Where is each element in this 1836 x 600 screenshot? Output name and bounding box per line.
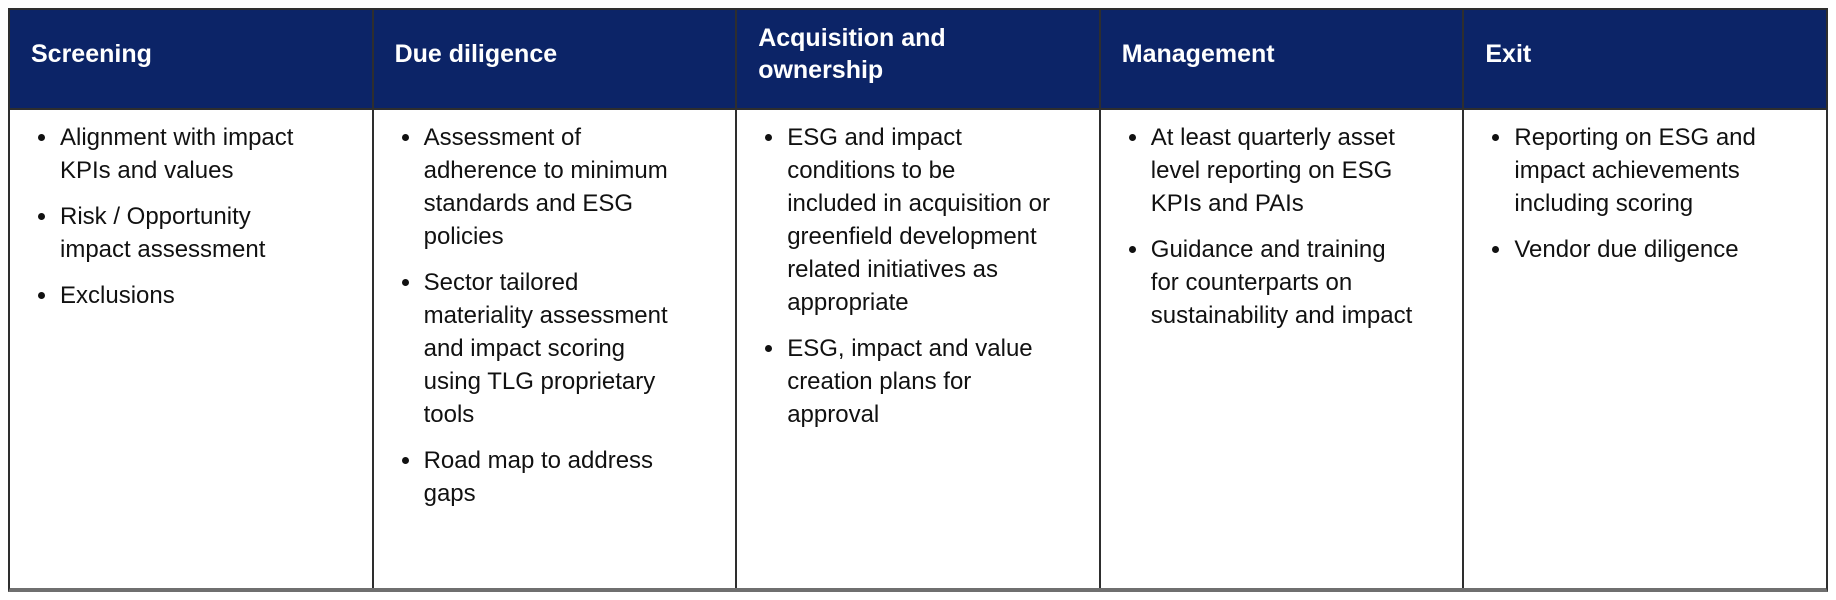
column-body-due-diligence: Assessment of adherence to minimum stand… xyxy=(374,110,736,588)
table-column-due-diligence: Due diligence Assessment of adherence to… xyxy=(373,10,738,588)
bullet-item: Road map to address gaps xyxy=(423,444,688,510)
bullet-list: Reporting on ESG and impact achievements… xyxy=(1482,121,1778,266)
column-header-screening: Screening xyxy=(10,10,372,110)
table-column-management: Management At least quarterly asset leve… xyxy=(1100,10,1465,588)
column-header-due-diligence: Due diligence xyxy=(373,10,736,110)
table-column-screening: Screening Alignment with impact KPIs and… xyxy=(10,10,374,588)
column-body-screening: Alignment with impact KPIs and values Ri… xyxy=(10,110,372,588)
column-header-management: Management xyxy=(1100,10,1463,110)
bullet-item: Reporting on ESG and impact achievements… xyxy=(1513,121,1778,220)
column-header-label: Screening xyxy=(31,40,152,68)
column-header-label: Acquisition and ownership xyxy=(758,24,946,84)
column-header-label: Management xyxy=(1121,40,1275,68)
column-body-management: At least quarterly asset level reporting… xyxy=(1101,110,1463,588)
bullet-list: Alignment with impact KPIs and values Ri… xyxy=(28,121,324,312)
bullet-item: ESG and impact conditions to be included… xyxy=(786,121,1051,319)
column-body-exit: Reporting on ESG and impact achievements… xyxy=(1464,110,1826,588)
bullet-item: Vendor due diligence xyxy=(1513,233,1778,266)
table-column-exit: Exit Reporting on ESG and impact achieve… xyxy=(1464,10,1826,588)
column-body-acquisition-ownership: ESG and impact conditions to be included… xyxy=(737,110,1099,588)
bullet-item: Assessment of adherence to minimum stand… xyxy=(423,121,688,253)
esg-process-table: Screening Alignment with impact KPIs and… xyxy=(8,8,1828,592)
bullet-list: Assessment of adherence to minimum stand… xyxy=(392,121,688,510)
table-column-acquisition-ownership: Acquisition and ownership ESG and impact… xyxy=(737,10,1101,588)
column-header-label: Due diligence xyxy=(394,40,558,68)
column-header-label: Exit xyxy=(1485,40,1532,68)
bullet-item: At least quarterly asset level reporting… xyxy=(1150,121,1415,220)
bullet-item: ESG, impact and value creation plans for… xyxy=(786,332,1051,431)
column-header-exit: Exit xyxy=(1464,10,1826,110)
bullet-item: Guidance and training for counterparts o… xyxy=(1150,233,1415,332)
bullet-item: Sector tailored materiality assessment a… xyxy=(423,266,688,431)
bullet-item: Risk / Opportunity impact assessment xyxy=(59,200,324,266)
bullet-item: Exclusions xyxy=(59,279,324,312)
bullet-list: At least quarterly asset level reporting… xyxy=(1119,121,1415,332)
column-header-acquisition-ownership: Acquisition and ownership xyxy=(737,10,1099,110)
bullet-item: Alignment with impact KPIs and values xyxy=(59,121,324,187)
bullet-list: ESG and impact conditions to be included… xyxy=(755,121,1051,431)
